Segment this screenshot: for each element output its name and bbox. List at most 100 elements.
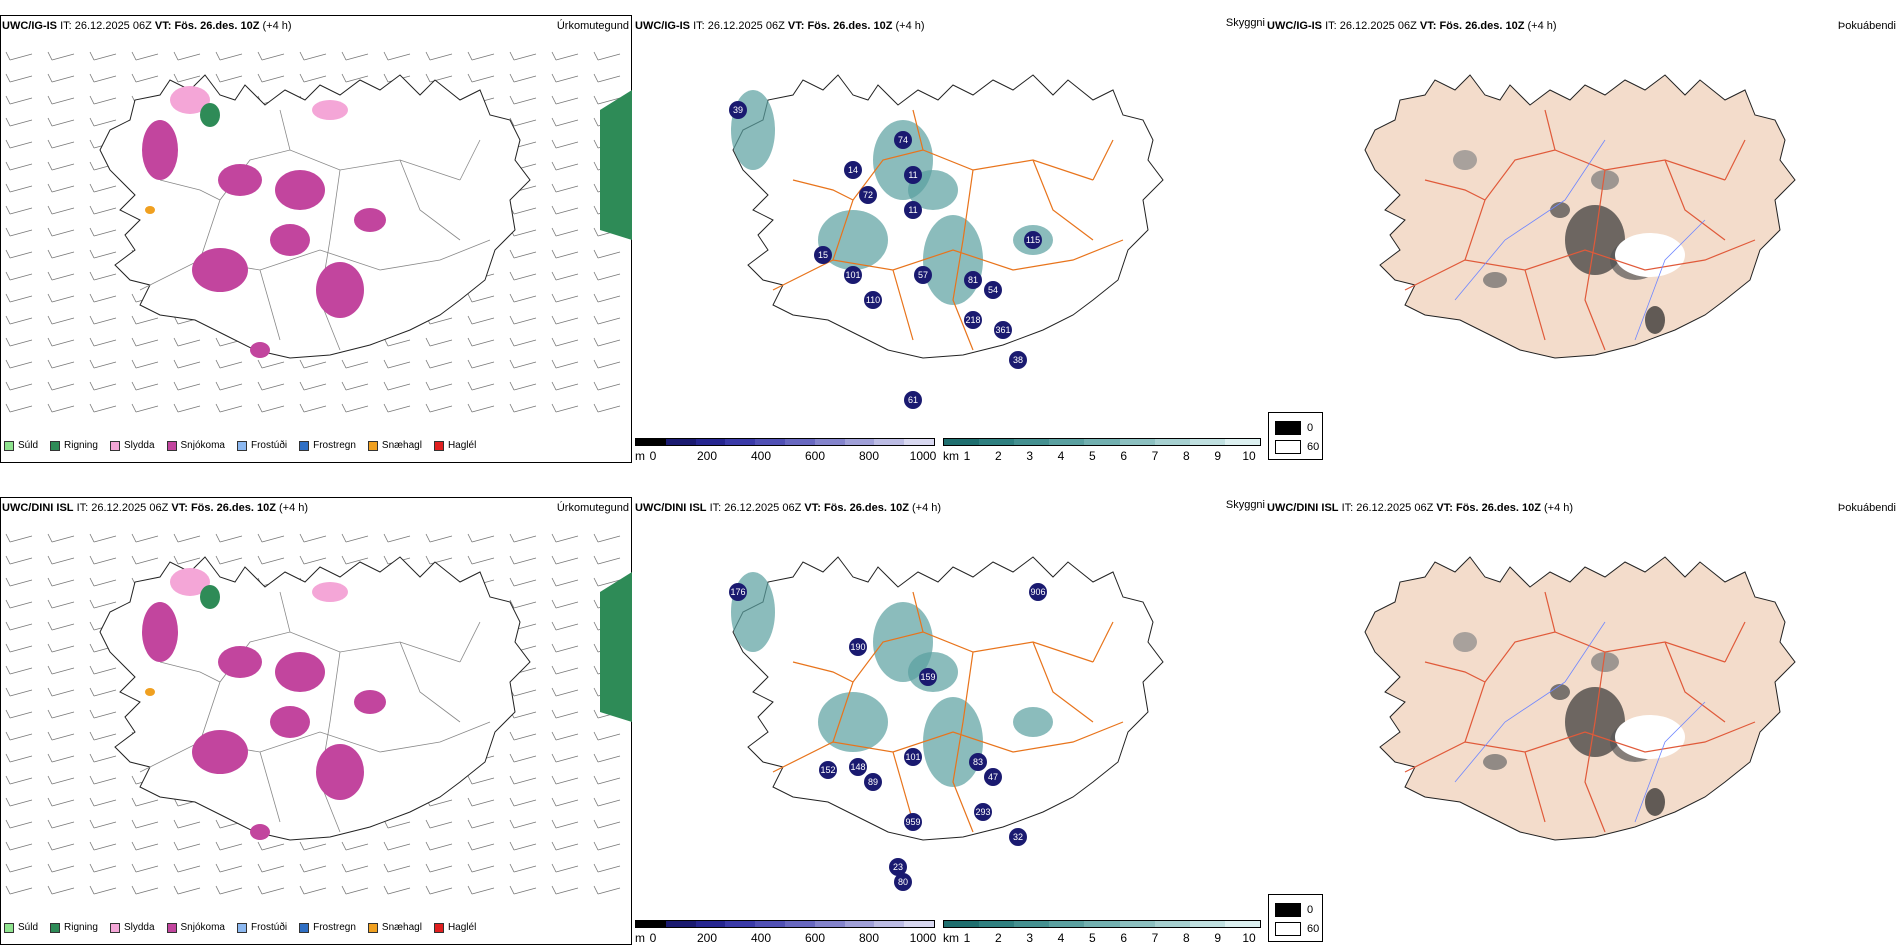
visibility-value-label: 176 [730,587,745,597]
colorbar-tick-label: 600 [804,931,826,945]
snow-area [250,824,270,840]
wind-barb [551,139,579,149]
snow-area [275,170,325,210]
wind-barb [215,863,243,873]
visibility-value-dot [1009,828,1027,846]
wind-barb [5,271,33,281]
wind-barb [593,359,621,369]
wind-barb [89,271,117,281]
precip-legend-label: Rigning [64,440,98,451]
wind-barb [593,797,621,807]
colorbar-cell [904,439,934,445]
wind-barb [551,161,579,171]
wind-barb [89,753,117,763]
wind-barb [551,577,579,587]
wind-barb [509,775,537,785]
precip-legend-label: Súld [18,922,39,933]
wind-barb [509,359,537,369]
wind-barb [5,775,33,785]
visibility-value-label: 23 [893,862,903,872]
wind-barb [383,381,411,391]
wind-barb [593,753,621,763]
visibility-value-dot [859,186,877,204]
colorbar-tick-label: 3 [1026,931,1033,945]
fog-index-area [1591,652,1619,672]
colorbar-tick-label: 9 [1214,449,1221,463]
colorbar-cell [1154,439,1190,445]
wind-barb [89,577,117,587]
colorbar-tick-label: 10 [1242,931,1256,945]
visibility-colorbar-m: m 0 200 400 600 800 1000 [635,920,936,948]
wind-barb [551,731,579,741]
panel-header: UWC/IG-IS IT: 26.12.2025 06Z VT: Fös. 26… [1267,20,1557,32]
snow-area [270,706,310,738]
visibility-value-dot [819,761,837,779]
colorbar-tick-label: 1000 [909,449,937,463]
wind-barb [509,555,537,565]
fog-legend-label-high: 0 [1307,904,1314,916]
wind-barb [173,863,201,873]
precip-legend-swatch [299,440,310,451]
fog-panel-top: UWC/IG-IS IT: 26.12.2025 06Z VT: Fös. 26… [1265,0,1900,470]
colorbar-cell [979,921,1015,927]
river-line [1634,701,1706,823]
colorbar-tick-label: 800 [858,931,880,945]
wind-barb [89,863,117,873]
wind-barb [173,403,201,413]
wind-barb [593,403,621,413]
precip-legend-swatch [109,440,120,451]
colorbar-cell [844,439,875,445]
colorbar-unit: km [943,449,959,463]
wind-barb [47,51,75,61]
colorbar-tick-label: 2 [994,931,1002,945]
panel-variable-title: Úrkomutegund [556,502,629,514]
visibility-value-label: 32 [1013,832,1023,842]
precip-legend: Súld Rigning Slydda Snjókoma Frostúði Frostre… [4,440,476,451]
precip-legend-swatch [50,440,61,451]
visibility-value-dot [904,166,922,184]
colorbar-cell [665,921,696,927]
fog-index-map [1364,74,1796,359]
wind-barb [89,403,117,413]
wind-barb [89,665,117,675]
wind-barb [467,533,495,543]
visibility-value-label: 959 [905,817,920,827]
wind-barb [47,709,75,719]
wind-barb [215,359,243,369]
road-line [259,269,281,341]
wind-barb [551,797,579,807]
visibility-value-dot [1029,583,1047,601]
wind-barb [47,731,75,741]
wind-barb [467,819,495,829]
wind-barb [551,205,579,215]
visibility-value-label: 293 [975,807,990,817]
precip-legend-swatch [367,922,378,933]
colorbar-cell [979,439,1015,445]
colorbar-cell [1119,439,1155,445]
precip-legend-label: Snæhagl [381,440,422,451]
wind-barb [173,381,201,391]
snow-pellet-area [145,206,155,214]
wind-barb [593,819,621,829]
wind-barb [299,359,327,369]
colorbar-tick-label: 6 [1120,449,1127,463]
low-visibility-area [818,692,888,752]
precip-legend-label: Slydda [123,922,155,933]
wind-barb [383,403,411,413]
wind-barb [551,381,579,391]
wind-barb [47,249,75,259]
panel-header: UWC/DINI ISL IT: 26.12.2025 06Z VT: Fös.… [2,502,309,514]
wind-barb [89,293,117,303]
wind-barb [299,863,327,873]
wind-barb [341,885,369,895]
visibility-value-dot [984,281,1002,299]
colorbar-cell [695,439,726,445]
wind-barb [215,533,243,543]
wind-barb [509,797,537,807]
iceland-landmass [731,556,1164,841]
visibility-value-dot [894,131,912,149]
wind-barb [5,51,33,61]
precip-legend-label: Snjókoma [180,440,225,451]
wind-barb [425,337,453,347]
colorbar-tick-label: 400 [750,931,772,945]
